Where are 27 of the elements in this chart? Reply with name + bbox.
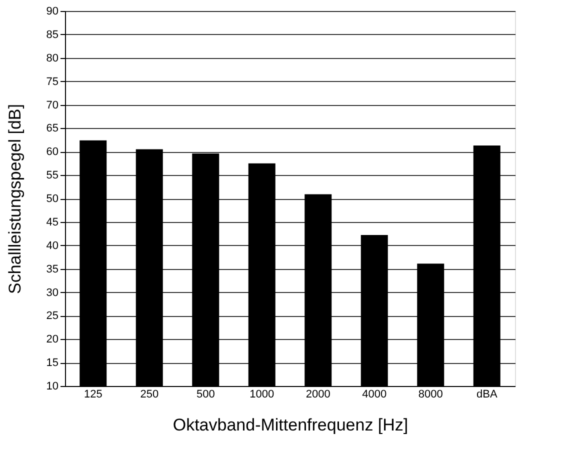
y-tick-label: 35 — [46, 263, 58, 276]
y-tick-label: 45 — [46, 216, 58, 228]
x-tick-label: 250 — [140, 388, 159, 400]
y-tick-label: 90 — [46, 6, 58, 18]
y-tick-label: 20 — [46, 334, 58, 346]
y-tick-label: 50 — [46, 193, 58, 205]
y-tick-label: 70 — [46, 99, 58, 112]
x-tick-label: 8000 — [418, 388, 443, 400]
y-tick-label: 30 — [46, 286, 58, 299]
x-tick-label: dBA — [476, 388, 498, 400]
y-axis-title: Schallleistungspegel [dB] — [5, 104, 24, 294]
y-tick-label: 15 — [46, 357, 58, 370]
x-tick-label: 125 — [84, 388, 102, 400]
y-tick-label: 25 — [46, 310, 58, 322]
y-tick-label: 80 — [46, 52, 58, 64]
y-tick-label: 85 — [46, 28, 58, 41]
x-axis-title: Oktavband-Mittenfrequenz [Hz] — [172, 416, 408, 434]
y-tick-label: 55 — [46, 170, 58, 182]
x-tick-label: 1000 — [250, 388, 274, 400]
x-tick-label: 500 — [196, 388, 215, 400]
x-tick-label: 2000 — [306, 388, 330, 400]
y-tick-label: 60 — [46, 146, 58, 158]
y-tick-label: 75 — [46, 76, 58, 88]
y-tick-label: 40 — [46, 240, 58, 252]
x-tick-label: 4000 — [362, 388, 387, 400]
y-tick-label: 65 — [46, 122, 58, 135]
y-tick-label: 10 — [46, 380, 58, 392]
